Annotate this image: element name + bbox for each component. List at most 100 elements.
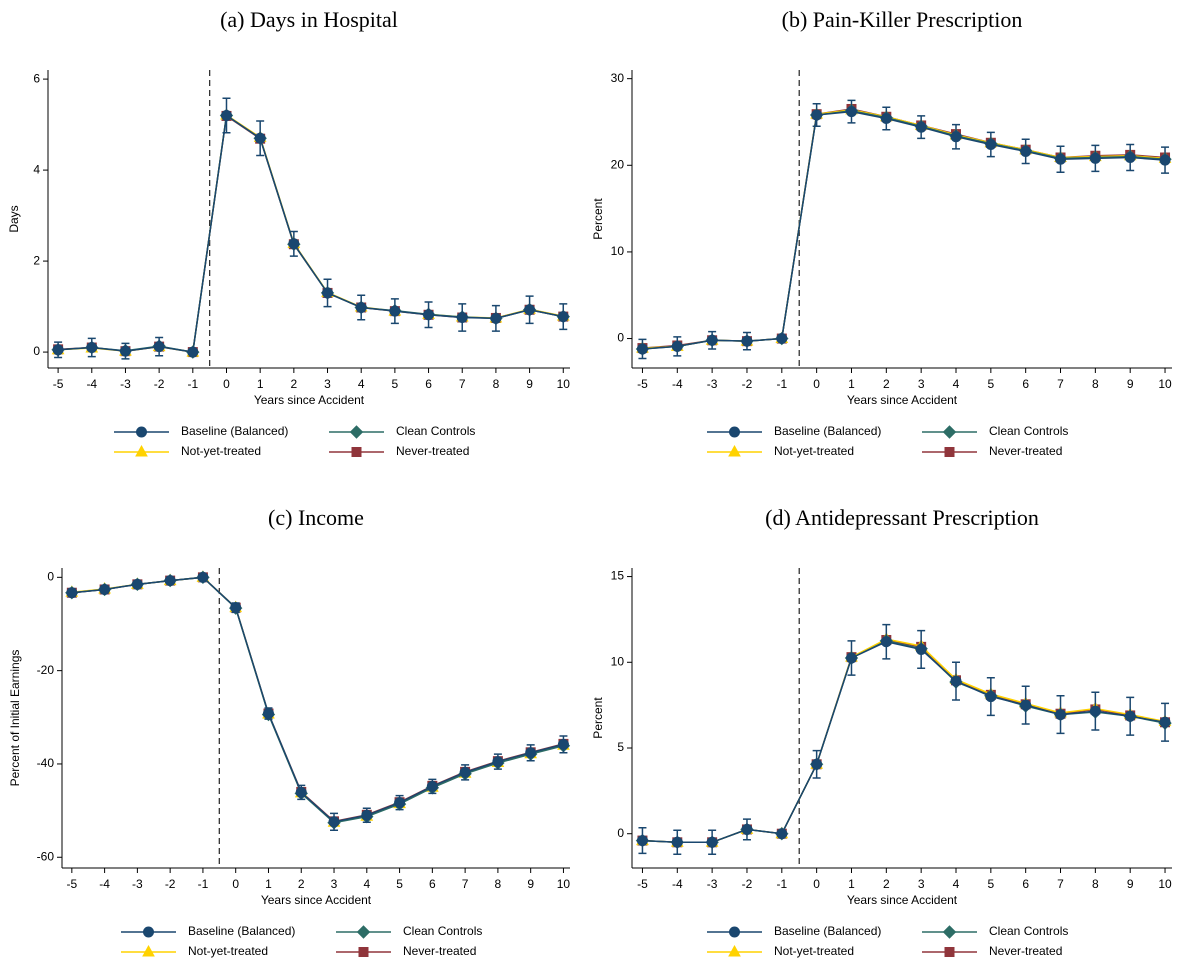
marker [459, 766, 471, 778]
series-line [58, 113, 564, 353]
marker [1055, 709, 1067, 721]
x-tick-label: 8 [493, 377, 500, 391]
x-tick-label: 2 [291, 377, 298, 391]
x-tick-label: 4 [363, 877, 370, 891]
marker [131, 578, 143, 590]
x-tick-label: 7 [1057, 377, 1064, 391]
legend-label: Not-yet-treated [774, 444, 854, 458]
marker [1020, 699, 1032, 711]
marker [262, 708, 274, 720]
x-tick-label: 6 [425, 377, 432, 391]
x-axis-label: Years since Accident [261, 893, 372, 907]
legend-marker [944, 947, 955, 957]
x-tick-label: 1 [848, 377, 855, 391]
legend-label: Never-treated [989, 944, 1062, 958]
marker [187, 346, 199, 358]
legend-label: Clean Controls [989, 924, 1068, 938]
x-tick-label: 6 [429, 877, 436, 891]
marker [220, 109, 232, 121]
legend-marker [142, 944, 155, 957]
marker [1159, 716, 1171, 728]
x-tick-label: -5 [66, 877, 77, 891]
marker [1089, 152, 1101, 164]
marker [355, 301, 367, 313]
marker [741, 823, 753, 835]
x-tick-label: 4 [953, 377, 960, 391]
x-tick-label: 9 [1127, 377, 1134, 391]
legend-label: Clean Controls [396, 424, 475, 438]
marker [52, 344, 64, 356]
x-tick-label: -1 [198, 877, 209, 891]
series-line [71, 576, 564, 824]
marker [950, 675, 962, 687]
x-tick-label: 2 [298, 877, 305, 891]
panel-title: (d) Antidepressant Prescription [765, 505, 1039, 530]
x-tick-label: 0 [813, 877, 820, 891]
marker [1124, 710, 1136, 722]
x-tick-label: 8 [495, 877, 502, 891]
x-tick-label: 0 [223, 377, 230, 391]
x-tick-label: 4 [358, 377, 365, 391]
legend-label: Not-yet-treated [181, 444, 261, 458]
series-line [642, 110, 1166, 350]
marker [671, 340, 683, 352]
y-tick-label: 5 [617, 740, 624, 754]
x-tick-label: 3 [324, 377, 331, 391]
panel-title: (a) Days in Hospital [220, 7, 398, 32]
series-line [642, 639, 1166, 844]
x-tick-label: -3 [707, 877, 718, 891]
marker [706, 836, 718, 848]
marker [776, 333, 788, 345]
x-tick-label: 8 [1092, 377, 1099, 391]
marker [490, 312, 502, 324]
series-line [71, 576, 564, 824]
x-tick-label: -5 [637, 377, 648, 391]
marker [119, 345, 131, 357]
legend-label: Never-treated [989, 444, 1062, 458]
x-tick-label: 5 [987, 377, 994, 391]
marker [776, 828, 788, 840]
marker [394, 797, 406, 809]
marker [636, 835, 648, 847]
legend-label: Baseline (Balanced) [181, 424, 288, 438]
series-line [58, 114, 564, 353]
legend-marker [728, 444, 741, 457]
y-axis-label: Percent [591, 198, 605, 240]
x-tick-label: 10 [1158, 377, 1172, 391]
x-tick-label: -4 [672, 377, 683, 391]
legend-marker [729, 426, 740, 438]
x-tick-label: -5 [637, 877, 648, 891]
y-tick-label: 0 [47, 570, 54, 584]
legend-marker [944, 447, 955, 457]
series-line [642, 109, 1166, 349]
x-tick-label: 5 [987, 877, 994, 891]
panel: (d) Antidepressant Prescription051015-5-… [591, 505, 1172, 958]
marker [295, 786, 307, 798]
panel-title: (c) Income [268, 505, 364, 530]
legend-marker [942, 925, 957, 939]
marker [706, 334, 718, 346]
marker [985, 691, 997, 703]
x-tick-label: 1 [257, 377, 264, 391]
marker [153, 341, 165, 353]
marker [288, 238, 300, 250]
y-axis-label: Percent of Initial Earnings [8, 650, 22, 787]
x-tick-label: -4 [86, 377, 97, 391]
x-tick-label: -4 [672, 877, 683, 891]
x-tick-label: 4 [953, 877, 960, 891]
panel: (a) Days in Hospital 0 2 4 6 -5 -4 -3 -2 -1 0 1 2 3 4 5… [7, 7, 570, 458]
x-tick-label: -2 [165, 877, 176, 891]
marker [950, 131, 962, 143]
y-tick-label: -60 [37, 849, 55, 863]
x-tick-label: -3 [120, 377, 131, 391]
x-tick-label: 1 [848, 877, 855, 891]
legend-marker [136, 426, 147, 438]
y-axis-label: Days [7, 205, 21, 232]
marker [525, 747, 537, 759]
legend-label: Clean Controls [403, 924, 482, 938]
y-tick-label: -40 [37, 756, 55, 770]
marker [456, 311, 468, 323]
legend-label: Not-yet-treated [774, 944, 854, 958]
marker [915, 121, 927, 133]
